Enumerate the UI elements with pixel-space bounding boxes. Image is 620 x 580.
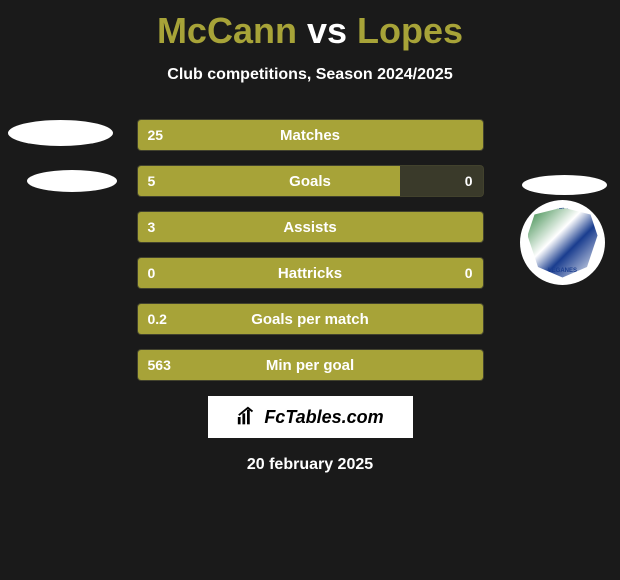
stat-row: 5Goals0 bbox=[138, 166, 483, 196]
chart-icon bbox=[236, 406, 258, 428]
stats-area: CLUB DEPORTIVO LEGANES 25Matches 5Goals0 3… bbox=[0, 120, 620, 380]
stat-label: Goals per match bbox=[138, 311, 483, 328]
title-p2: Lopes bbox=[357, 10, 463, 51]
stat-value-right: 0 bbox=[465, 265, 473, 281]
stat-label: Goals bbox=[138, 173, 483, 190]
stat-label: Min per goal bbox=[138, 357, 483, 374]
brand-text: FcTables.com bbox=[264, 407, 383, 428]
stat-row: 0Hattricks0 bbox=[138, 258, 483, 288]
stat-row: 25Matches bbox=[138, 120, 483, 150]
page-title: McCann vs Lopes bbox=[0, 0, 620, 52]
placeholder-ellipse bbox=[27, 170, 117, 192]
stat-row: 0.2Goals per match bbox=[138, 304, 483, 334]
title-p1: McCann bbox=[157, 10, 297, 51]
stat-label: Hattricks bbox=[138, 265, 483, 282]
stat-label: Assists bbox=[138, 219, 483, 236]
player2-badge: CLUB DEPORTIVO LEGANES bbox=[505, 160, 615, 270]
stat-value-right: 0 bbox=[465, 173, 473, 189]
title-vs: vs bbox=[307, 10, 347, 51]
footer-date: 20 february 2025 bbox=[0, 456, 620, 474]
brand-badge: FcTables.com bbox=[208, 396, 413, 438]
stat-row: 563Min per goal bbox=[138, 350, 483, 380]
stat-label: Matches bbox=[138, 127, 483, 144]
stat-row: 3Assists bbox=[138, 212, 483, 242]
shield-top-text: CLUB DEPORTIVO bbox=[528, 205, 598, 211]
placeholder-ellipse bbox=[8, 120, 113, 146]
player1-badge-placeholder bbox=[5, 110, 115, 220]
shield-bottom-text: LEGANES bbox=[528, 268, 598, 274]
placeholder-ellipse bbox=[522, 175, 607, 195]
subtitle: Club competitions, Season 2024/2025 bbox=[0, 66, 620, 84]
club-shield-icon: CLUB DEPORTIVO LEGANES bbox=[520, 200, 605, 285]
